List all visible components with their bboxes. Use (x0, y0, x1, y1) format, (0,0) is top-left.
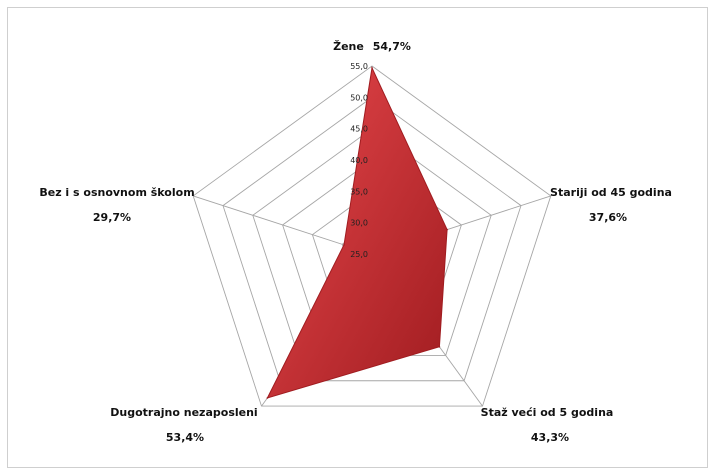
tick-label-55-0: 55,0 (350, 62, 368, 71)
radial-tick-labels: 25,0 30,0 35,0 40,0 45,0 50,0 55,0 (350, 62, 368, 259)
data-point-zene (371, 67, 373, 69)
axis-value-staz: 43,3% (531, 431, 569, 444)
data-point-dugotrajno-nezaposleni (266, 397, 269, 399)
series-area-0 (266, 66, 448, 399)
grid-ring-55-0 (192, 65, 552, 407)
axis-label-bez-skole: Bez i s osnovnom školom (39, 186, 194, 199)
axis-value-bez-skole: 29,7% (93, 211, 131, 224)
grid-ring-50-0 (222, 96, 522, 382)
axis-label-dugotrajno: Dugotrajno nezaposleni (110, 406, 257, 419)
radar-series (266, 66, 448, 399)
spoke-bez-i-s-osnovnom-skolom (193, 195, 373, 255)
data-point-bez-i-s-osnovnom-skolom (343, 244, 345, 246)
tick-label-45-0: 45,0 (350, 125, 368, 134)
axis-label-stariji: Stariji od 45 godina (550, 186, 672, 199)
data-point-staz-veci-od-5-godina (438, 345, 441, 348)
axis-value-dugotrajno: 53,4% (166, 431, 204, 444)
axis-category-zene: Žene (333, 40, 364, 53)
axis-value-stariji: 37,6% (589, 211, 627, 224)
axis-label-staz: Staž veći od 5 godina (481, 406, 614, 419)
tick-label-40-0: 40,0 (350, 156, 368, 165)
tick-label-50-0: 50,0 (350, 93, 368, 102)
tick-label-30-0: 30,0 (350, 219, 368, 228)
axis-value-zene: 54,7% (373, 40, 411, 53)
axis-label-zene: Žene 54,7% (333, 40, 411, 53)
tick-label-35-0: 35,0 (350, 187, 368, 196)
tick-label-25-0: 25,0 (350, 250, 368, 259)
data-point-stariji-od-45-godina (446, 228, 448, 231)
